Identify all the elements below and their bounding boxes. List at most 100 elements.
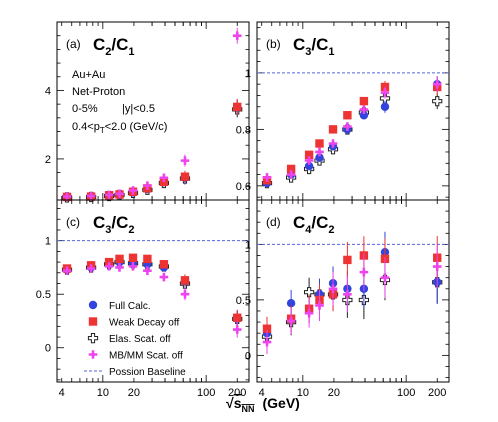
x-label-var: s: [234, 395, 242, 411]
legend-label: Full Calc.: [109, 301, 151, 312]
title-part: 2: [328, 224, 334, 236]
title-part: 1: [128, 46, 134, 58]
title-part: C: [293, 213, 305, 232]
y-tick-label: 0.5: [36, 289, 51, 301]
series-mbmm: [62, 262, 242, 338]
y-tick-label: 0: [245, 350, 251, 362]
data-point: [104, 190, 114, 200]
data-point: [304, 308, 314, 318]
data-point: [128, 186, 138, 195]
x-tick-label: 20: [128, 387, 140, 399]
data-point: [86, 191, 96, 201]
series-full: [262, 231, 442, 346]
data-point: [343, 111, 352, 120]
title-part: 2: [128, 224, 134, 236]
data-point: [159, 173, 169, 183]
data-point: [359, 96, 369, 106]
legend-marker-full: [88, 300, 98, 310]
data-point: [159, 260, 169, 269]
data-point: [262, 324, 272, 333]
info-centrality: 0-5%: [72, 103, 98, 115]
panel-frame: [56, 199, 250, 383]
data-point: [304, 287, 315, 298]
data-point: [380, 102, 390, 111]
legend-marker-mbmm: [88, 350, 98, 359]
x-tick-label: 100: [197, 387, 215, 399]
x-tick-label: 100: [397, 387, 415, 399]
data-point: [262, 173, 272, 182]
y-tick-label: 1: [45, 236, 51, 248]
data-point: [359, 111, 369, 120]
legend-marker-weak: [88, 317, 98, 326]
y-tick-label: 0: [45, 343, 51, 355]
y-tick-label: 0.6: [236, 181, 251, 193]
data-point: [128, 253, 138, 263]
title-part: C: [93, 213, 105, 232]
data-point: [304, 150, 314, 159]
data-point: [432, 262, 442, 271]
title-part: C: [293, 35, 305, 54]
y-tick-label: 1: [245, 239, 251, 251]
panels-layer: 24(a) C2/C10.60.81(b) C3/C14 10 20 100 20000.5…: [36, 21, 450, 399]
panel-a: 24(a) C2/C1: [45, 21, 250, 203]
data-point: [86, 264, 96, 273]
x-label-unit: (GeV): [262, 395, 299, 411]
title-part: 3: [305, 46, 311, 58]
title-part: /C: [111, 213, 128, 232]
data-point: [115, 254, 124, 264]
data-point: [286, 164, 296, 174]
data-point: [359, 105, 369, 114]
info-rapidity: |y|<0.5: [122, 103, 155, 115]
x-tick-label: 20: [328, 387, 340, 399]
data-point: [343, 122, 352, 131]
data-point: [432, 79, 442, 89]
data-point: [180, 276, 190, 285]
panel-b: 0.60.81(b) C3/C1: [236, 21, 450, 201]
legend-label: Possion Baseline: [109, 367, 186, 378]
data-point: [328, 284, 338, 294]
data-point: [232, 325, 242, 334]
data-point: [343, 255, 352, 265]
legend-label: MB/MM Scat. off: [109, 351, 183, 362]
data-point: [432, 96, 443, 107]
data-point: [286, 316, 296, 326]
series-weak: [262, 78, 442, 185]
data-point: [315, 147, 324, 157]
y-tick-label: 0.5: [236, 295, 251, 307]
data-point: [143, 181, 152, 190]
data-point: [143, 254, 152, 264]
title-part: 4: [305, 224, 312, 236]
x-tick-label: 10: [297, 387, 309, 399]
data-point: [343, 290, 352, 299]
data-point: [128, 262, 138, 271]
panel-tag: (a): [66, 37, 81, 51]
data-point: [328, 139, 338, 148]
y-tick-label: 1: [245, 68, 251, 80]
panel-title: C4/C2: [293, 213, 335, 236]
y-tick-label: 0.8: [236, 124, 251, 136]
title-part: C: [93, 35, 105, 54]
series-mbmm: [262, 76, 442, 182]
info-pt: 0.4<pT<2.0 (GeV/c): [72, 121, 167, 135]
data-point: [304, 161, 314, 171]
series-elas: [61, 101, 243, 203]
info-text: Au+Au Net-Proton 0-5% |y|<0.5 0.4<pT<2.0…: [72, 69, 167, 135]
x-tick-label: 10: [97, 387, 109, 399]
x-tick-label: 200: [228, 387, 246, 399]
data-point: [233, 313, 242, 322]
data-point: [380, 88, 390, 97]
info-pt-suffix: <2.0 (GeV/c): [105, 121, 168, 133]
data-point: [315, 139, 324, 148]
data-point: [232, 31, 242, 40]
legend: Full Calc. Weak Decay off Elas. Scat. off M…: [84, 300, 186, 378]
data-point: [115, 189, 124, 199]
legend-label: Weak Decay off: [109, 318, 179, 329]
legend-marker-elas: [87, 333, 99, 344]
panel-frame: [256, 21, 450, 201]
data-point: [115, 263, 124, 272]
data-point: [304, 156, 314, 165]
panel-frame: [256, 199, 450, 383]
panel-tag: (c): [66, 215, 80, 229]
